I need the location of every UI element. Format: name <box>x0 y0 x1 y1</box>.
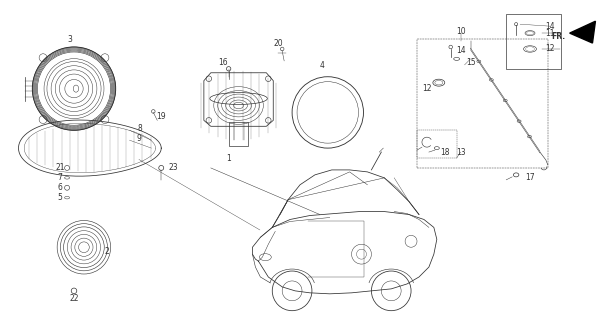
Bar <box>417 39 548 168</box>
Text: 3: 3 <box>68 35 73 44</box>
Text: 8: 8 <box>137 124 142 133</box>
Text: 13: 13 <box>456 148 465 156</box>
Text: 10: 10 <box>456 27 465 36</box>
Bar <box>506 14 561 69</box>
Bar <box>228 122 248 146</box>
Text: 23: 23 <box>168 164 178 172</box>
Text: 21: 21 <box>55 164 65 172</box>
Polygon shape <box>570 21 596 43</box>
Text: 2: 2 <box>104 247 109 256</box>
Text: 18: 18 <box>440 148 450 156</box>
Text: 9: 9 <box>137 134 142 143</box>
Text: 5: 5 <box>58 193 62 202</box>
Text: 17: 17 <box>525 173 535 182</box>
Text: 11: 11 <box>545 28 554 38</box>
Text: 12: 12 <box>422 84 431 93</box>
Text: 20: 20 <box>273 38 283 48</box>
Text: 4: 4 <box>319 61 324 70</box>
Text: 12: 12 <box>545 44 554 53</box>
Text: 6: 6 <box>58 183 62 192</box>
Text: 14: 14 <box>456 46 465 55</box>
Text: 7: 7 <box>58 173 62 182</box>
Text: 14: 14 <box>545 22 554 31</box>
Text: 15: 15 <box>466 58 475 67</box>
Text: 19: 19 <box>156 112 166 121</box>
Text: 16: 16 <box>218 58 227 67</box>
Text: 1: 1 <box>226 154 231 163</box>
Text: 22: 22 <box>69 294 79 303</box>
Bar <box>417 130 457 158</box>
Text: FR.: FR. <box>551 32 565 41</box>
